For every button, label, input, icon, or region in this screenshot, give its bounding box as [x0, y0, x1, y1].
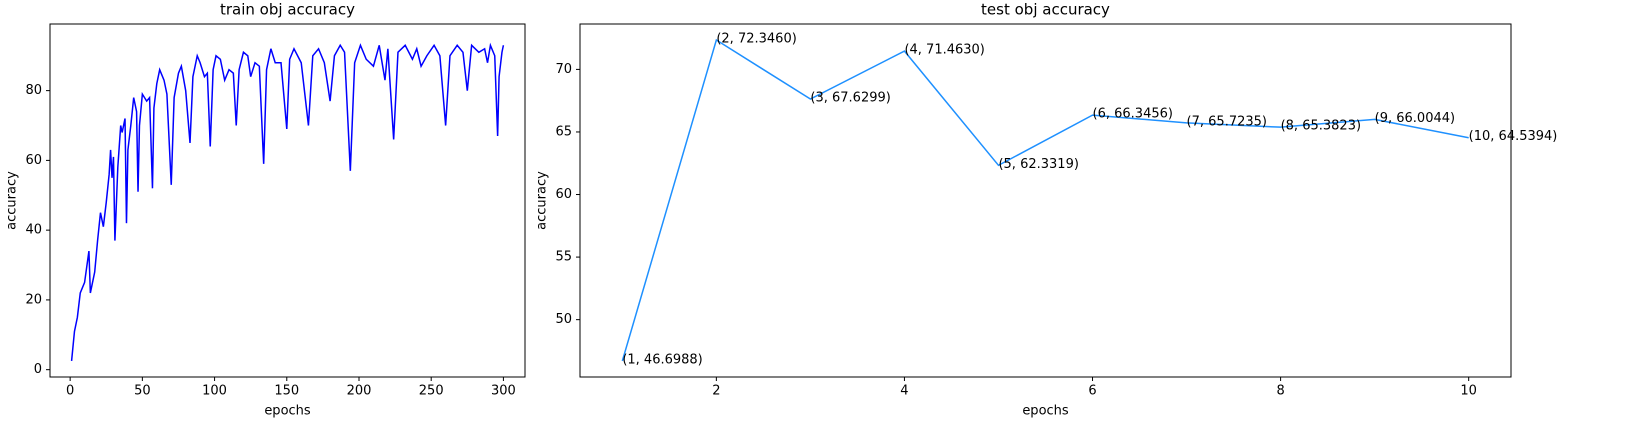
- data-line: [621, 38, 1469, 362]
- x-tick-label: 4: [900, 384, 908, 399]
- x-tick-label: 8: [1276, 384, 1284, 399]
- x-axis-label: epochs: [1022, 404, 1069, 419]
- chart-title: test obj accuracy: [981, 1, 1110, 19]
- y-tick-label: 60: [25, 153, 42, 168]
- data-label: (8, 65.3823): [1281, 119, 1361, 134]
- data-label: (5, 62.3319): [998, 157, 1078, 172]
- x-tick-label: 10: [1460, 384, 1477, 399]
- x-tick-label: 100: [202, 384, 227, 399]
- y-tick-label: 20: [25, 292, 42, 307]
- axes-frame: [579, 23, 1512, 378]
- data-label: (9, 66.0044): [1375, 111, 1455, 126]
- x-tick-label: 300: [491, 384, 516, 399]
- data-label: (2, 72.3460): [716, 32, 796, 47]
- y-tick-label: 60: [555, 187, 572, 202]
- x-tick-label: 6: [1088, 384, 1096, 399]
- data-label: (4, 71.4630): [904, 43, 984, 58]
- x-tick-label: 150: [274, 384, 299, 399]
- x-tick-label: 0: [66, 384, 74, 399]
- x-tick-label: 250: [419, 384, 444, 399]
- x-tick-label: 2: [712, 384, 720, 399]
- x-axis-label: epochs: [264, 404, 311, 419]
- y-tick-label: 65: [555, 124, 572, 139]
- axes-frame: [49, 23, 526, 378]
- y-axis-label: accuracy: [5, 171, 20, 230]
- y-tick-label: 80: [25, 83, 42, 98]
- x-tick-label: 200: [347, 384, 372, 399]
- data-label: (6, 66.3456): [1093, 107, 1173, 122]
- data-label: (10, 64.5394): [1469, 129, 1558, 144]
- x-tick-label: 50: [134, 384, 151, 399]
- y-tick-label: 70: [555, 62, 572, 77]
- data-label: (3, 67.6299): [810, 91, 890, 106]
- data-line: [70, 42, 505, 362]
- y-tick-label: 40: [25, 223, 42, 238]
- data-label: (7, 65.7235): [1187, 114, 1267, 129]
- y-tick-label: 50: [555, 312, 572, 327]
- y-tick-label: 0: [34, 362, 42, 377]
- y-axis-label: accuracy: [535, 171, 550, 230]
- data-label: (1, 46.6988): [622, 352, 702, 367]
- y-tick-label: 55: [555, 250, 572, 265]
- chart-title: train obj accuracy: [220, 1, 355, 19]
